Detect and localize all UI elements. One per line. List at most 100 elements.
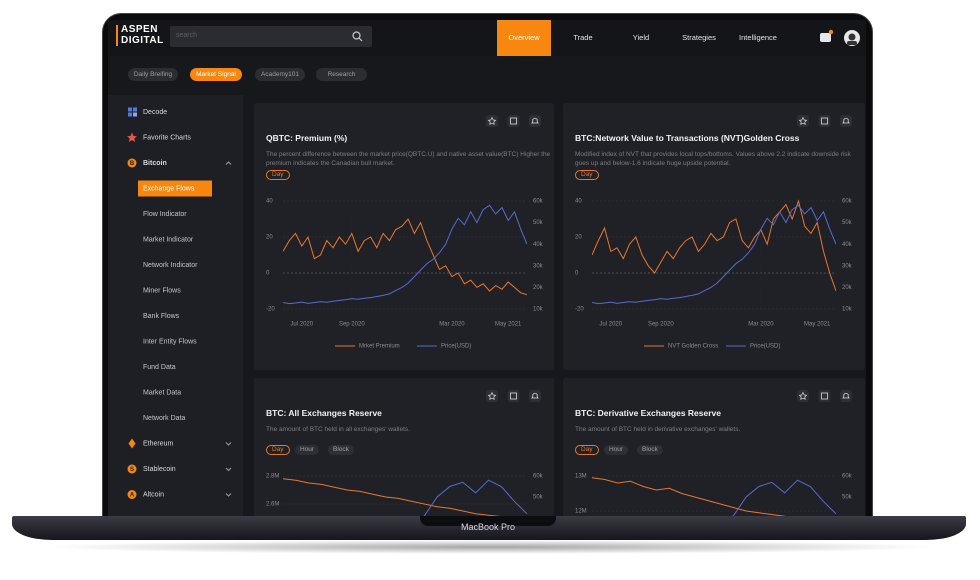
sidebar-subitem[interactable]: Bank Flows (143, 313, 180, 320)
sidebar-subitem[interactable]: Market Indicator (143, 236, 194, 243)
tab[interactable]: Market Signal (190, 68, 242, 81)
sidebar-subitem[interactable]: Exchange Flows (143, 185, 195, 192)
time-option[interactable]: Day (575, 445, 599, 455)
panel-action[interactable] (507, 115, 520, 127)
sidebar-item[interactable]: Favorite Charts (143, 134, 191, 141)
tab[interactable]: Academy101 (255, 68, 305, 81)
series-line (592, 204, 836, 305)
action-bg (797, 115, 809, 127)
sidebar-subitem[interactable]: Network Data (143, 415, 186, 422)
sidebar: Decode Favorite Charts B Bitcoin Exchange Fl… (108, 95, 243, 516)
sidebar-subitem[interactable]: Inter Entity Flows (143, 338, 197, 345)
sidebar-icon: S (127, 464, 137, 474)
sidebar-item[interactable]: Ethereum (143, 440, 174, 447)
panel-action[interactable] (840, 390, 852, 402)
sidebar-subitem[interactable]: Network Indicator (143, 262, 198, 269)
sidebar-subitem[interactable]: Miner Flows (143, 287, 181, 294)
search-box[interactable]: search (170, 26, 372, 47)
y2-tick-label: 50k (533, 220, 544, 226)
panel-action[interactable] (507, 390, 520, 402)
sidebar-subitem[interactable]: Fund Data (143, 364, 176, 371)
icon-part (133, 112, 137, 117)
y-tick-label: 40 (266, 199, 273, 205)
sidebar-item[interactable]: Stablecoin (143, 466, 176, 473)
sidebar-icon (128, 438, 136, 449)
series-line (283, 204, 527, 305)
nav-item[interactable]: Overview (497, 20, 551, 56)
nav-item[interactable]: Yield (632, 33, 650, 42)
chevron (225, 161, 232, 165)
legend-label: Mrket Premium (359, 344, 400, 350)
logo-line: ASPEN (121, 24, 158, 35)
action-icon (798, 391, 808, 400)
y-tick-label: 0 (575, 271, 579, 277)
icon-part (127, 132, 137, 142)
y2-tick-label: 40k (533, 242, 544, 248)
panel-action[interactable] (797, 390, 809, 402)
sidebar-icon: A (127, 490, 137, 499)
chart-panel: -20 0 20 40 10k 20k 30k 40k 50k 60k Jul 2020 Sep 20… (563, 103, 865, 370)
action-icon (821, 117, 828, 125)
action-icon (487, 391, 497, 400)
time-option[interactable]: Hour (604, 445, 629, 455)
tab[interactable]: Research (316, 68, 367, 81)
nav-item[interactable]: Trade (573, 33, 593, 42)
sidebar-subitem[interactable]: Market Data (143, 389, 181, 396)
icon-part (128, 107, 132, 112)
chevron (225, 467, 232, 472)
time-option[interactable]: Day (266, 170, 290, 180)
panel-action[interactable] (529, 115, 541, 127)
panel-action[interactable] (486, 390, 498, 402)
series-line (283, 218, 527, 296)
legend-label: Price(USD) (441, 344, 471, 350)
top-icons (820, 29, 860, 46)
chart: -20 0 20 40 10k 20k 30k 40k 50k 60k Jul 2020 Sep 20… (266, 115, 544, 350)
panel-description: The amount of BTC held in all exchanges'… (266, 426, 410, 433)
time-option[interactable]: Day (266, 445, 290, 455)
time-option[interactable]: Hour (295, 445, 320, 455)
nav-item[interactable]: Strategies (682, 33, 716, 42)
panel-action[interactable] (840, 115, 852, 127)
icon-letter: A (130, 493, 135, 499)
time-option[interactable]: Block (637, 445, 663, 455)
sidebar-item[interactable]: Altcoin (143, 491, 164, 498)
chart: 12M 13M 50k 60k (575, 390, 853, 516)
nav-item[interactable]: Intelligence (739, 33, 777, 42)
tab[interactable]: Daily Breifing (128, 68, 178, 81)
action-bg (840, 115, 852, 127)
panel-action[interactable] (818, 115, 831, 127)
x-tick-label: May 2021 (495, 322, 522, 328)
y2-tick-label: 10k (842, 307, 853, 313)
logo-bar (116, 25, 118, 46)
action-bg (797, 390, 809, 402)
panel-action[interactable] (818, 390, 831, 402)
action-bg (529, 115, 541, 127)
series-line (592, 477, 787, 516)
panel-title: BTC:Network Value to Transactions (NVT)G… (575, 133, 800, 143)
action-bg (818, 115, 831, 127)
time-option[interactable]: Block (328, 445, 354, 455)
notification-dot (828, 29, 834, 35)
panel-action[interactable] (486, 115, 498, 127)
panel-action[interactable] (529, 390, 541, 402)
series-line (423, 479, 527, 516)
action-icon (510, 392, 517, 400)
panel-title: BTC: Derivative Exchanges Reserve (575, 408, 721, 418)
action-icon (798, 116, 808, 125)
sidebar-subitem[interactable]: Flow Indicator (143, 211, 187, 218)
x-tick-label: Mar 2020 (439, 322, 465, 328)
time-option[interactable]: Day (575, 170, 599, 180)
chart: -20 0 20 40 10k 20k 30k 40k 50k 60k Jul 2020 Sep 20… (575, 115, 853, 350)
y-tick-label: 12M (575, 509, 587, 515)
notification-icon[interactable] (820, 33, 831, 42)
y2-tick-label: 20k (842, 285, 853, 291)
panel-action[interactable] (797, 115, 809, 127)
sidebar-item[interactable]: Bitcoin (143, 160, 167, 167)
action-icon (510, 117, 517, 125)
sidebar-item[interactable]: Decode (143, 109, 167, 116)
active-item-bg (138, 180, 212, 197)
sidebar-icon: B (127, 158, 137, 168)
y-tick-label: 20 (266, 235, 273, 241)
y2-tick-label: 30k (842, 263, 853, 269)
action-icon (842, 117, 850, 124)
